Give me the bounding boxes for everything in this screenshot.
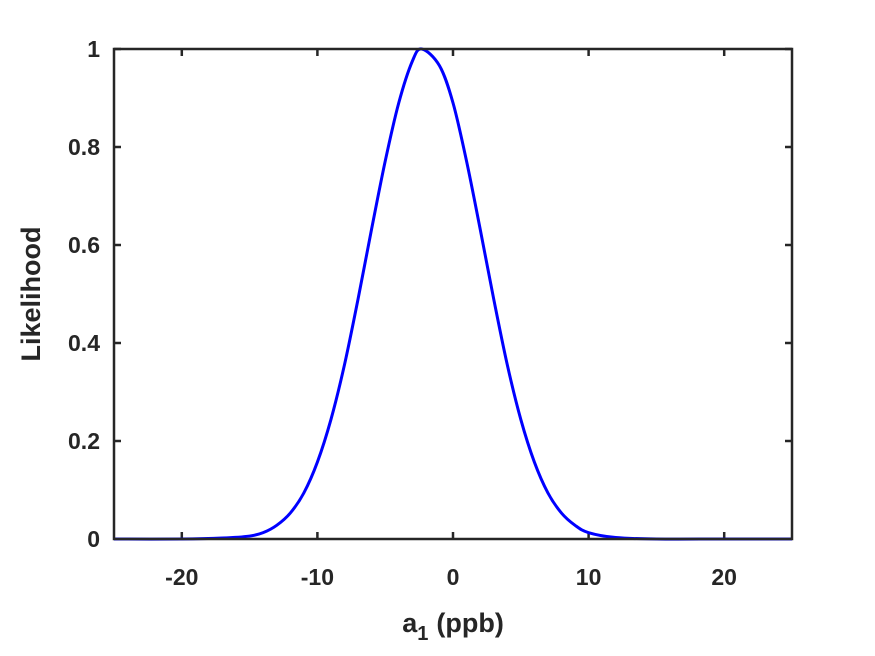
plot-frame bbox=[112, 47, 794, 541]
x-tick-label: 0 bbox=[447, 564, 460, 590]
y-tick-label: 0.8 bbox=[68, 134, 100, 160]
x-axis-label-symbol: a bbox=[402, 608, 418, 638]
y-tick-label: 0.4 bbox=[68, 330, 100, 356]
x-axis-label-subscript: 1 bbox=[417, 623, 428, 645]
plot-area bbox=[114, 49, 792, 539]
y-tick-label: 0.2 bbox=[68, 428, 100, 454]
x-axis-label: a1 (ppb) bbox=[402, 608, 504, 645]
x-tick-label: -20 bbox=[165, 564, 198, 590]
x-tick-label: 20 bbox=[711, 564, 737, 590]
x-tick-label: -10 bbox=[301, 564, 334, 590]
y-tick-label: 1 bbox=[87, 36, 100, 62]
y-tick-label: 0.6 bbox=[68, 232, 100, 258]
y-axis-label: Likelihood bbox=[16, 227, 46, 362]
x-tick-label: 10 bbox=[576, 564, 602, 590]
y-tick-label: 0 bbox=[87, 526, 100, 552]
x-tick-labels: -20 -10 0 10 20 bbox=[165, 564, 737, 590]
y-tick-labels: 0 0.2 0.4 0.6 0.8 1 bbox=[68, 36, 100, 552]
x-axis-label-unit: (ppb) bbox=[436, 608, 503, 638]
